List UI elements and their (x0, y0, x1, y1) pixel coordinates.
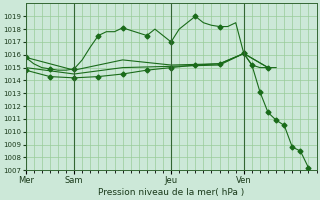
X-axis label: Pression niveau de la mer( hPa ): Pression niveau de la mer( hPa ) (98, 188, 244, 197)
